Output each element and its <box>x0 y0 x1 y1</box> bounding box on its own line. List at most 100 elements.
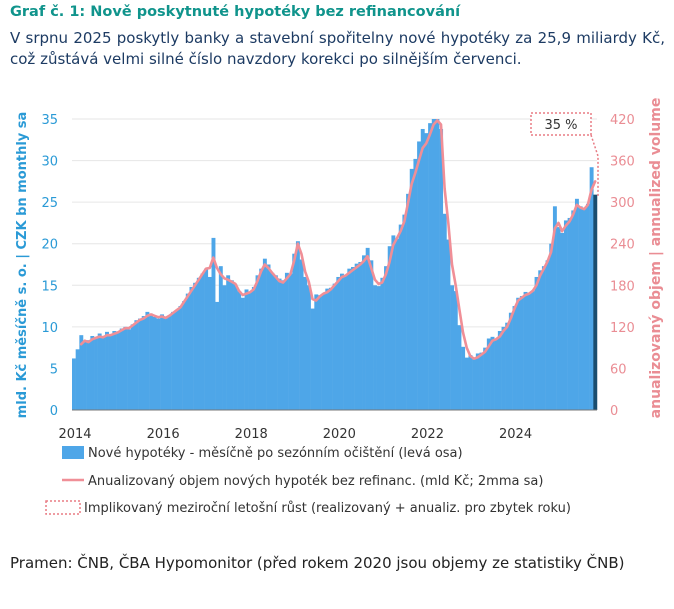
bar <box>391 235 396 410</box>
bar <box>86 340 91 410</box>
bar <box>145 311 150 410</box>
bar <box>193 282 198 410</box>
bars-series <box>72 119 598 411</box>
bar <box>486 338 491 410</box>
bar <box>435 119 440 410</box>
bar <box>402 214 407 410</box>
bar <box>79 335 84 410</box>
bar <box>204 268 209 410</box>
y-tick-label: 0 <box>50 404 58 419</box>
bar <box>483 347 488 410</box>
bar <box>549 243 554 410</box>
bar <box>464 357 469 410</box>
bar <box>563 220 568 410</box>
bar <box>94 338 98 410</box>
bar <box>453 291 458 410</box>
left-axis-label: mld. Kč měsíčně s. o. | CZK bn monthly s… <box>15 112 30 419</box>
bar <box>501 326 506 410</box>
source-note: Pramen: ČNB, ČBA Hypomonitor (před rokem… <box>10 554 625 572</box>
bar <box>582 207 587 410</box>
bar <box>431 119 436 410</box>
right-axis-label: anualizovaný objem | annualized volume <box>648 98 664 419</box>
bar <box>351 266 355 410</box>
bar <box>552 206 557 410</box>
bar <box>424 133 429 411</box>
bar <box>328 287 333 410</box>
bar <box>248 291 253 410</box>
x-axis-ticks: 2014 2016 2018 2020 2022 2024 <box>58 427 532 442</box>
y2-tick-label: 300 <box>610 196 635 211</box>
bar <box>417 141 422 410</box>
bar <box>160 314 165 410</box>
bar <box>409 168 414 410</box>
bar <box>475 353 480 410</box>
legend-swatch-dotted <box>45 500 81 515</box>
bar <box>343 275 348 410</box>
bar <box>229 280 234 410</box>
bar <box>270 272 275 410</box>
annualized-line <box>79 119 597 360</box>
bar <box>530 291 535 410</box>
bar <box>303 276 308 410</box>
x-tick-label: 2024 <box>499 427 532 442</box>
x-tick-label: 2020 <box>323 427 356 442</box>
bar <box>171 311 176 410</box>
bar <box>527 293 532 410</box>
bar <box>211 237 216 410</box>
bar <box>512 306 517 410</box>
bar <box>222 285 227 410</box>
bar <box>185 293 190 410</box>
bar <box>497 331 502 410</box>
bar <box>240 297 245 410</box>
bar <box>295 241 300 410</box>
x-tick-label: 2014 <box>58 427 91 442</box>
chart-title: Graf č. 1: Nově poskytnuté hypotéky bez … <box>10 4 461 20</box>
y2-tick-label: 360 <box>610 155 635 170</box>
bar <box>207 276 212 410</box>
bar <box>505 322 510 410</box>
bar <box>310 308 315 410</box>
left-axis-ticks: 0 5 10 15 20 25 30 35 <box>41 113 58 419</box>
bar <box>369 260 374 410</box>
annotation: 35 % <box>530 112 599 196</box>
bar <box>156 318 161 410</box>
y-tick-label: 5 <box>50 362 58 377</box>
bar <box>420 128 425 410</box>
bar <box>472 359 477 410</box>
bar <box>182 301 187 410</box>
bar <box>299 259 304 410</box>
x-tick-label: 2018 <box>235 427 268 442</box>
bar <box>288 273 293 410</box>
bar <box>116 331 120 410</box>
bar <box>380 277 385 410</box>
bar <box>317 295 322 410</box>
bar <box>178 306 183 410</box>
bar <box>266 264 271 410</box>
bar <box>340 273 344 410</box>
bar <box>354 263 359 410</box>
annotation-leader <box>590 134 599 196</box>
bar <box>406 193 411 410</box>
bar <box>105 331 109 410</box>
bar <box>534 276 539 410</box>
bar <box>541 266 546 410</box>
bar <box>281 280 286 410</box>
y-tick-label: 30 <box>41 155 58 170</box>
bar <box>398 224 403 410</box>
y-tick-label: 20 <box>41 238 58 253</box>
bar <box>362 255 366 410</box>
bar <box>332 283 337 410</box>
bar <box>479 352 484 410</box>
bar <box>152 316 157 410</box>
bar <box>141 316 146 410</box>
y2-tick-label: 60 <box>610 362 627 377</box>
bar <box>428 123 433 411</box>
bar <box>134 320 139 410</box>
bar <box>336 276 341 410</box>
bar <box>395 238 399 410</box>
bar <box>578 206 583 410</box>
bar <box>516 297 521 410</box>
bar <box>273 275 278 410</box>
bar <box>196 277 201 410</box>
bar <box>490 336 495 410</box>
